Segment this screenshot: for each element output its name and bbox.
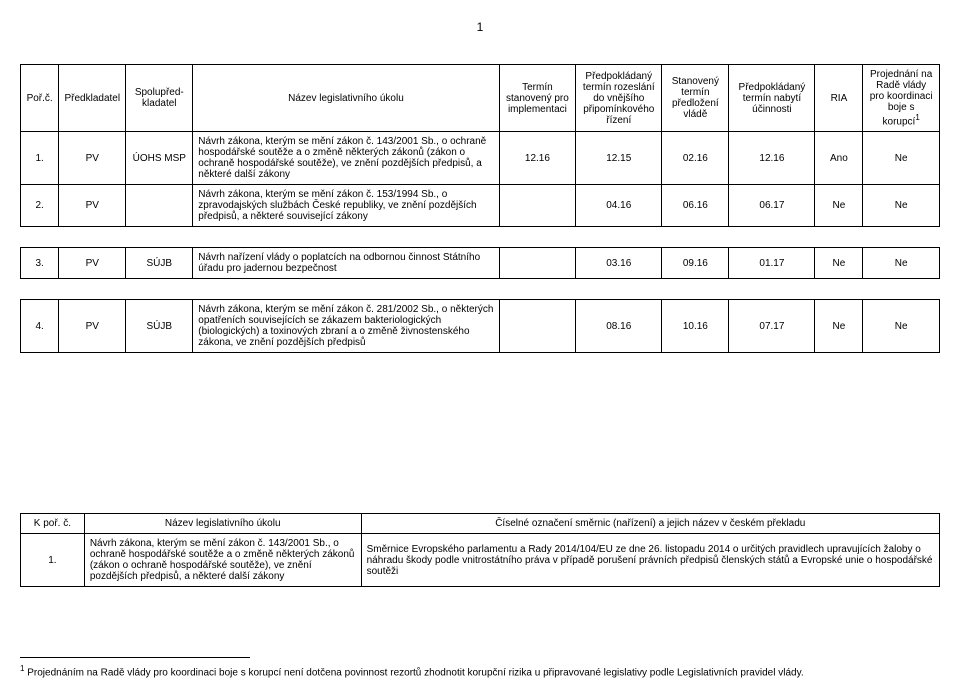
- cell-predk: PV: [59, 248, 126, 279]
- cell-nabyti: 06.17: [729, 185, 815, 227]
- table-header-row: K poř. č. Název legislativního úkolu Čís…: [21, 514, 940, 534]
- cell-spolu: SÚJB: [126, 300, 193, 353]
- cell-nazev: Návrh zákona, kterým se mění zákon č. 15…: [193, 185, 499, 227]
- cell-porc: 1.: [21, 132, 59, 185]
- cell-stanov: 09.16: [662, 248, 729, 279]
- cell-nazev: Návrh nařízení vlády o poplatcích na odb…: [193, 248, 499, 279]
- cell-proj: Ne: [863, 132, 940, 185]
- cell-nazev: Návrh zákona, kterým se mění zákon č. 28…: [193, 300, 499, 353]
- cell-porc: 3.: [21, 248, 59, 279]
- cell-nabyti: 12.16: [729, 132, 815, 185]
- cell-termin: [499, 248, 576, 279]
- header-ria: RIA: [815, 65, 863, 132]
- cell-termin: [499, 300, 576, 353]
- table-row: 2. PV Návrh zákona, kterým se mění zákon…: [21, 185, 940, 227]
- cell-rozes: 03.16: [576, 248, 662, 279]
- table-row: 3. PV SÚJB Návrh nařízení vlády o poplat…: [21, 248, 940, 279]
- cell-proj: Ne: [863, 185, 940, 227]
- cell-ria: Ne: [815, 185, 863, 227]
- cell-kpor: 1.: [21, 534, 85, 587]
- cell-nabyti: 07.17: [729, 300, 815, 353]
- cell-ria: Ano: [815, 132, 863, 185]
- header-nazev: Název legislativního úkolu: [193, 65, 499, 132]
- cell-ria: Ne: [815, 248, 863, 279]
- cell-rozes: 12.15: [576, 132, 662, 185]
- table-row: 4. PV SÚJB Návrh zákona, kterým se mění …: [21, 300, 940, 353]
- cell-predk: PV: [59, 300, 126, 353]
- cell-spolu: [126, 185, 193, 227]
- page-number: 1: [20, 20, 940, 34]
- cell-nazev2: Návrh zákona, kterým se mění zákon č. 14…: [84, 534, 361, 587]
- header-termin-impl: Termín stanovený pro implementaci: [499, 65, 576, 132]
- main-table-part3: 4. PV SÚJB Návrh zákona, kterým se mění …: [20, 299, 940, 353]
- header-porc: Poř.č.: [21, 65, 59, 132]
- cell-termin: [499, 185, 576, 227]
- cell-porc: 4.: [21, 300, 59, 353]
- main-table-part2: 3. PV SÚJB Návrh nařízení vlády o poplat…: [20, 247, 940, 279]
- cell-stanov: 10.16: [662, 300, 729, 353]
- main-table: Poř.č. Předkladatel Spolupřed-kladatel N…: [20, 64, 940, 227]
- directive-table: K poř. č. Název legislativního úkolu Čís…: [20, 513, 940, 587]
- header-pred-rozeslani: Předpokládaný termín rozeslání do vnější…: [576, 65, 662, 132]
- cell-termin: 12.16: [499, 132, 576, 185]
- header-stanov-predloz: Stanovený termín předložení vládě: [662, 65, 729, 132]
- cell-stanov: 02.16: [662, 132, 729, 185]
- cell-nazev: Návrh zákona, kterým se mění zákon č. 14…: [193, 132, 499, 185]
- footnote-rule: [20, 657, 250, 662]
- cell-proj: Ne: [863, 300, 940, 353]
- header-predkladatel: Předkladatel: [59, 65, 126, 132]
- cell-rozes: 04.16: [576, 185, 662, 227]
- header-kpor: K poř. č.: [21, 514, 85, 534]
- cell-spolu: SÚJB: [126, 248, 193, 279]
- table-header-row: Poř.č. Předkladatel Spolupřed-kladatel N…: [21, 65, 940, 132]
- cell-porc: 2.: [21, 185, 59, 227]
- table-row: 1. PV ÚOHS MSP Návrh zákona, kterým se m…: [21, 132, 940, 185]
- cell-nabyti: 01.17: [729, 248, 815, 279]
- cell-ria: Ne: [815, 300, 863, 353]
- header-smern: Číselné označení směrnic (nařízení) a je…: [361, 514, 939, 534]
- cell-smern: Směrnice Evropského parlamentu a Rady 20…: [361, 534, 939, 587]
- cell-proj: Ne: [863, 248, 940, 279]
- table-row: 1. Návrh zákona, kterým se mění zákon č.…: [21, 534, 940, 587]
- cell-spolu: ÚOHS MSP: [126, 132, 193, 185]
- cell-predk: PV: [59, 185, 126, 227]
- header-nazev2: Název legislativního úkolu: [84, 514, 361, 534]
- cell-rozes: 08.16: [576, 300, 662, 353]
- header-spolupred: Spolupřed-kladatel: [126, 65, 193, 132]
- header-projednani: Projednání na Radě vlády pro koordinaci …: [863, 65, 940, 132]
- header-pred-nabyti: Předpokládaný termín nabytí účinnosti: [729, 65, 815, 132]
- cell-stanov: 06.16: [662, 185, 729, 227]
- footnote-text: 1 Projednáním na Radě vlády pro koordina…: [20, 664, 940, 678]
- cell-predk: PV: [59, 132, 126, 185]
